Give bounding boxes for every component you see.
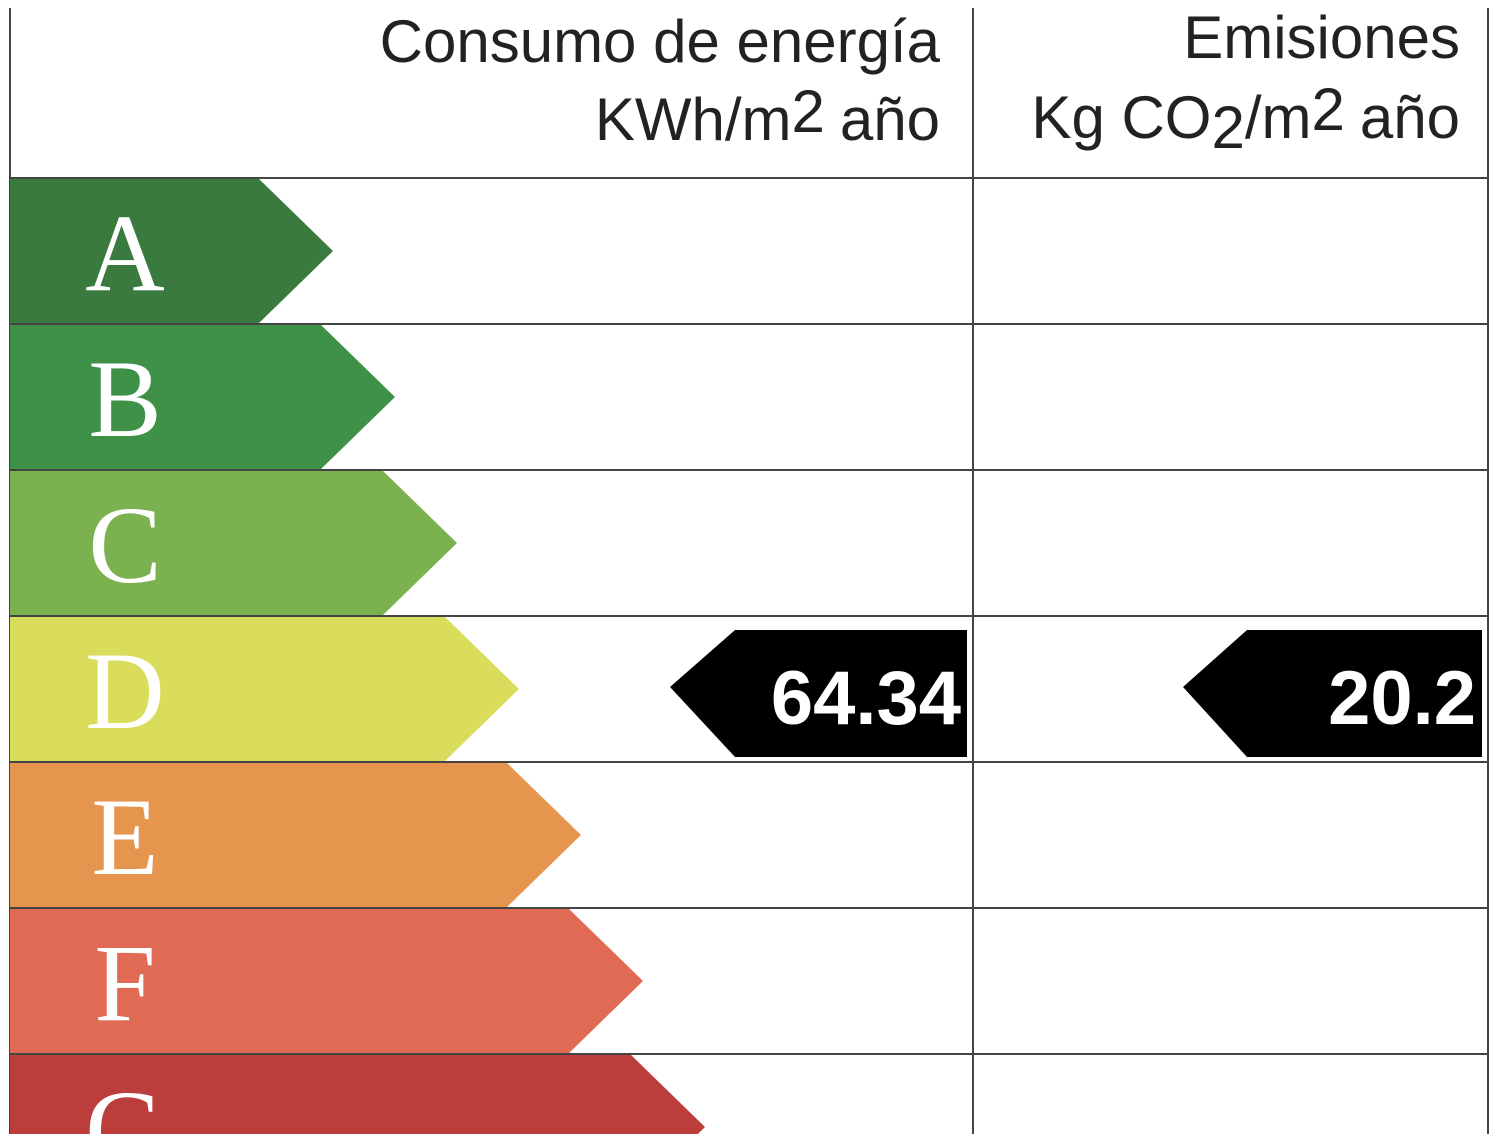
unit-part: /m <box>1245 84 1312 151</box>
rating-letter: F <box>94 922 155 1044</box>
emissions-unit: Kg CO2/m2 año <box>1031 76 1460 161</box>
rating-letter: E <box>91 776 158 898</box>
rating-letter: C <box>88 484 161 606</box>
unit-part: Kg CO <box>1031 84 1211 151</box>
indicator-value: 20.2 <box>1328 656 1476 741</box>
unit-sub: 2 <box>1211 94 1244 161</box>
indicator-tag <box>670 630 967 757</box>
rating-arrow <box>10 324 395 470</box>
rating-letter: B <box>88 338 161 460</box>
rating-arrow <box>10 616 519 762</box>
rating-arrow <box>10 470 457 616</box>
emissions-title: Emisiones <box>1183 4 1460 71</box>
unit-part: KWh/m <box>595 86 792 153</box>
rating-arrow <box>10 178 333 324</box>
unit-sup: 2 <box>1312 76 1345 143</box>
energy-unit: KWh/m2 año <box>595 78 940 153</box>
unit-sup: 2 <box>792 78 825 145</box>
unit-part: año <box>840 86 940 153</box>
indicator-tag <box>1183 630 1482 757</box>
rating-letter: D <box>85 630 164 752</box>
indicator-value: 64.34 <box>771 656 961 741</box>
rating-arrow <box>10 908 643 1054</box>
rating-arrow <box>10 1054 705 1134</box>
rating-letter: G <box>85 1068 164 1146</box>
rating-letter: A <box>85 192 164 314</box>
unit-part: año <box>1360 84 1460 151</box>
energy-title: Consumo de energía <box>380 8 941 75</box>
rating-arrow <box>10 762 581 908</box>
